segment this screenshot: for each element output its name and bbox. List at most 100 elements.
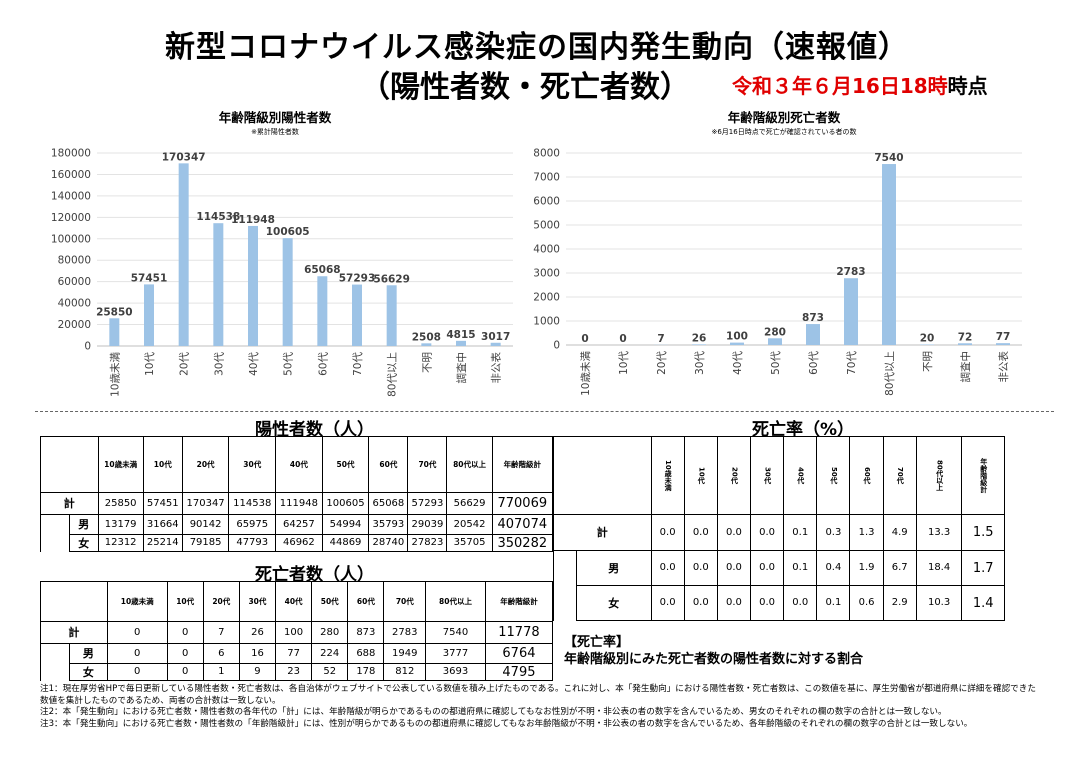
death-chart-xtick: 10歳未満 <box>580 351 592 396</box>
table-cell: 0.3 <box>816 514 851 551</box>
column-header: 60代 <box>347 581 385 622</box>
positive-chart-xtick: 非公表 <box>490 352 503 384</box>
table-cell: 65975 <box>228 514 277 535</box>
positive-chart-xtick-label: 非公表 <box>490 352 503 384</box>
death-chart-xtick: 非公表 <box>997 351 1010 383</box>
table-cell: 0.0 <box>683 585 718 621</box>
table-cell: 812 <box>383 663 427 681</box>
death-chart-title: 年齢階級別死亡者数 <box>728 110 841 125</box>
positive-table: 10歳未満 10代 20代 30代 40代 50代 60代 70代 80代以上 年齢階級計計 258… <box>40 436 554 552</box>
death-chart-xtick: 60代 <box>808 351 820 375</box>
death-chart-ytick-label: 3000 <box>533 268 560 280</box>
positive-chart-xtick-label: 30代 <box>213 352 225 376</box>
death-chart-xtick-label: 40代 <box>732 351 744 375</box>
table-cell: 0.0 <box>683 550 718 586</box>
row-indent <box>553 550 577 586</box>
death-table: 10歳未満 10代 20代 30代 40代 50代 60代 70代 80代以上 年齢階級計計 0 0 7… <box>40 581 554 681</box>
positive-chart-data-label: 170347 <box>162 151 206 163</box>
row-total: 1.5 <box>961 514 1005 551</box>
death-chart-data-label: 2783 <box>836 266 865 278</box>
table-cell: 873 <box>347 621 385 644</box>
death-chart-data-label: 100 <box>726 331 748 343</box>
positive-chart-xtick: 調査中 <box>455 352 468 384</box>
table-cell: 0.0 <box>650 514 685 551</box>
positive-chart-xtick: 10歳未満 <box>109 352 121 397</box>
table-cell: 7 <box>202 621 240 644</box>
table-cell: 79185 <box>181 534 230 552</box>
positive-chart-bar <box>248 225 258 346</box>
table-cell: 1949 <box>383 643 427 664</box>
death-chart-ytick-label: 6000 <box>533 196 560 208</box>
footnote-1: 注1：現在厚労省HPで毎日更新している陽性者数・死亡者数は、各自治体がウェブサイ… <box>40 684 1036 706</box>
table-cell: 29039 <box>407 514 448 535</box>
column-header: 年齢階級計 <box>491 436 554 493</box>
table-cell: 280 <box>311 621 349 644</box>
column-header: 10歳未満 <box>106 581 168 622</box>
table-cell: 0.0 <box>716 585 752 621</box>
positive-chart-bar <box>178 163 189 346</box>
death-chart-xtick: 80代以上 <box>884 351 896 396</box>
death-chart-ytick-label: 1000 <box>533 316 560 328</box>
table-cell: 27823 <box>407 534 448 552</box>
table-cell: 9 <box>238 663 277 681</box>
table-cell: 0.0 <box>749 550 785 586</box>
fatality-table: 10歳未満 10代 20代 30代 40代 50代 60代 70代 80代以上 年齢階級計計 0.0… <box>553 436 1005 621</box>
page-title: 新型コロナウイルス感染症の国内発生動向（速報値） <box>165 30 909 65</box>
positive-chart-xtick-label: 20代 <box>179 352 191 376</box>
positive-chart-bar <box>282 238 293 346</box>
table-row: 男 13179 31664 90142 65975 64257 54994 35793 2903… <box>40 514 554 535</box>
positive-chart-bar <box>352 284 362 346</box>
positive-chart-xtick-label: 80代以上 <box>387 352 399 397</box>
positive-chart-ytick-label: 20000 <box>58 319 91 331</box>
death-table-title: 死亡者数（人） <box>255 565 374 585</box>
table-row: 女 0 0 1 9 23 52 178 812 3693 4795 <box>40 663 554 681</box>
fatality-table-title: 死亡率（%） <box>752 420 855 440</box>
table-cell: 1 <box>202 663 240 681</box>
table-cell: 0 <box>166 663 204 681</box>
positive-chart-data-label: 57451 <box>131 272 168 284</box>
positive-chart-subtitle: ※累計陽性者数 <box>251 127 299 136</box>
row-total: 407074 <box>491 514 554 535</box>
column-header: 30代 <box>749 436 785 515</box>
table-cell: 0.0 <box>650 550 685 586</box>
death-chart-xtick-label: 不明 <box>922 351 934 372</box>
positive-table-title: 陽性者数（人） <box>255 420 374 440</box>
table-row: 女 0.0 0.0 0.0 0.0 0.0 0.1 0.6 2.9 10.3 1.4 <box>553 585 1005 621</box>
positive-chart-xtick-label: 60代 <box>317 352 329 376</box>
positive-chart-ytick-label: 120000 <box>51 212 91 224</box>
positive-chart-xtick-label: 10代 <box>144 352 156 376</box>
positive-chart-ytick-label: 60000 <box>58 276 91 288</box>
death-chart: 年齢階級別死亡者数 ※6月16日時点で死亡が確認されている者の数 0 1000 2000… <box>530 105 1030 410</box>
table-cell: 0 <box>106 621 168 644</box>
death-chart-data-label: 280 <box>764 326 786 338</box>
table-cell: 28740 <box>368 534 409 552</box>
positive-chart-xtick-label: 不明 <box>421 352 433 373</box>
death-chart-xtick-label: 10歳未満 <box>580 351 592 396</box>
column-header: 80代以上 <box>425 581 486 622</box>
table-cell: 20542 <box>446 514 493 535</box>
table-cell: 4.9 <box>882 514 917 551</box>
row-sublabel: 男 <box>69 514 99 535</box>
positive-chart-xtick: 80代以上 <box>387 352 399 397</box>
death-chart-data-label: 7 <box>657 333 664 345</box>
death-chart-xtick-label: 20代 <box>656 351 668 375</box>
death-chart-xtick-label: 10代 <box>618 351 630 375</box>
table-cell: 100 <box>275 621 313 644</box>
table-cell: 10.3 <box>915 585 963 621</box>
row-label: 計 <box>40 621 108 644</box>
row-total: 4795 <box>484 663 554 681</box>
table-cell: 13.3 <box>915 514 963 551</box>
table-cell: 6 <box>202 643 240 664</box>
table-cell: 26 <box>238 621 277 644</box>
column-header: 30代 <box>228 436 277 493</box>
table-cell: 0 <box>106 663 168 681</box>
table-cell: 2783 <box>383 621 427 644</box>
column-header: 30代 <box>238 581 277 622</box>
table-cell: 0.0 <box>716 550 752 586</box>
death-chart-xtick: 不明 <box>922 351 934 372</box>
table-cell: 18.4 <box>915 550 963 586</box>
column-header: 60代 <box>368 436 409 493</box>
positive-chart-svg: 年齢階級別陽性者数 ※累計陽性者数 0 20000 40000 60000 80000 100… <box>51 110 513 397</box>
table-corner <box>40 436 99 493</box>
positive-chart-xtick: 30代 <box>213 352 225 376</box>
